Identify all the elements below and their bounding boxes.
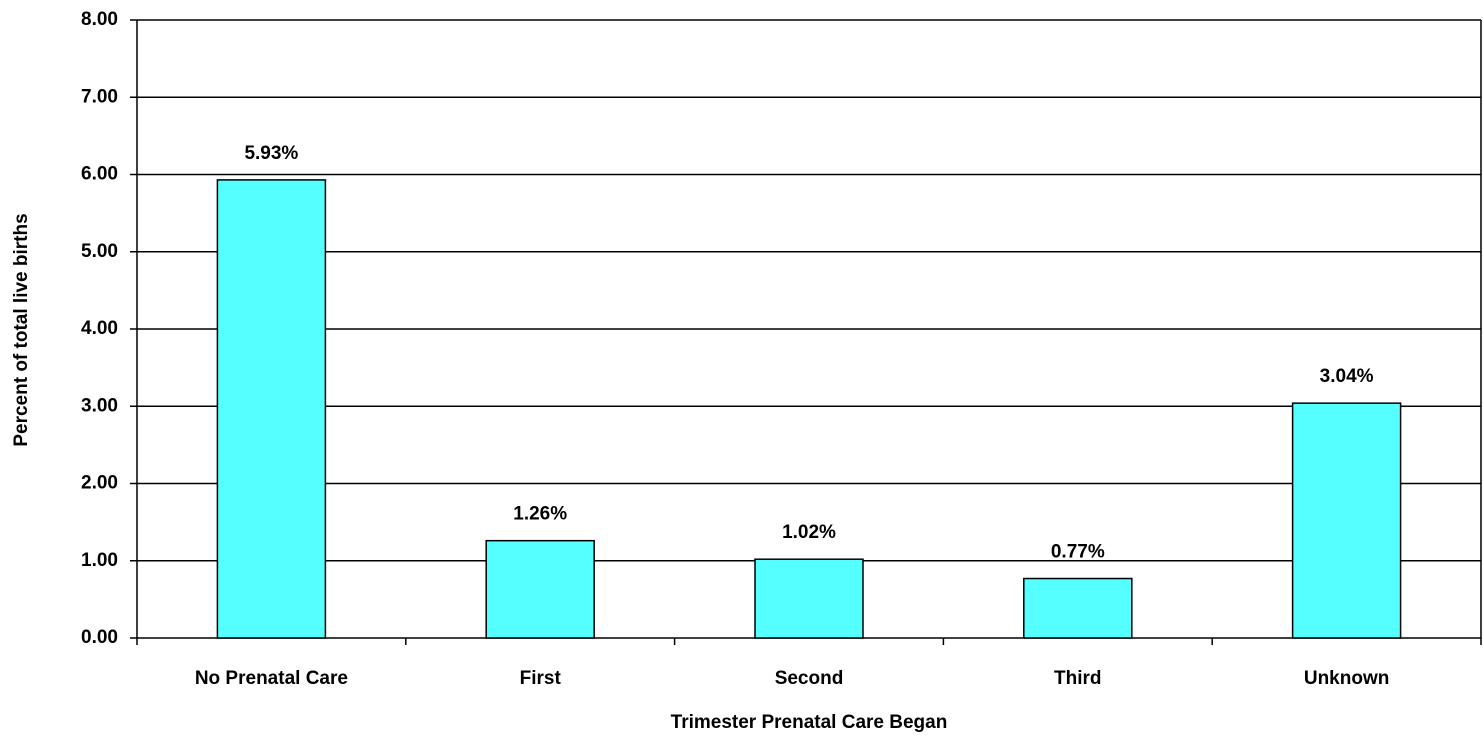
data-label: 1.02% (782, 522, 836, 543)
x-tick-label: Third (1054, 668, 1102, 689)
x-tick-label: No Prenatal Care (195, 668, 348, 689)
data-label: 0.77% (1051, 542, 1105, 563)
x-tick-label: Second (775, 668, 844, 689)
y-tick-label: 6.00 (81, 164, 118, 185)
data-label: 1.26% (513, 504, 567, 525)
y-tick-label: 8.00 (81, 9, 118, 30)
x-tick-label: First (520, 668, 562, 689)
y-tick-label: 2.00 (81, 473, 118, 494)
x-axis-title: Trimester Prenatal Care Began (671, 712, 948, 733)
y-tick-label: 5.00 (81, 241, 118, 262)
y-tick-label: 4.00 (81, 318, 118, 339)
y-tick-label: 7.00 (81, 86, 118, 107)
bar (216, 179, 327, 639)
y-tick-label: 1.00 (81, 550, 118, 571)
data-label: 5.93% (244, 143, 298, 164)
bar (754, 558, 864, 639)
bar (1023, 577, 1133, 639)
y-axis-title: Percent of total live births (11, 213, 32, 446)
y-tick-label: 3.00 (81, 395, 118, 416)
y-tick-label: 0.00 (81, 627, 118, 648)
x-tick-label: Unknown (1304, 668, 1390, 689)
bar (1291, 402, 1402, 639)
bar (485, 539, 595, 639)
data-label: 3.04% (1320, 366, 1374, 387)
